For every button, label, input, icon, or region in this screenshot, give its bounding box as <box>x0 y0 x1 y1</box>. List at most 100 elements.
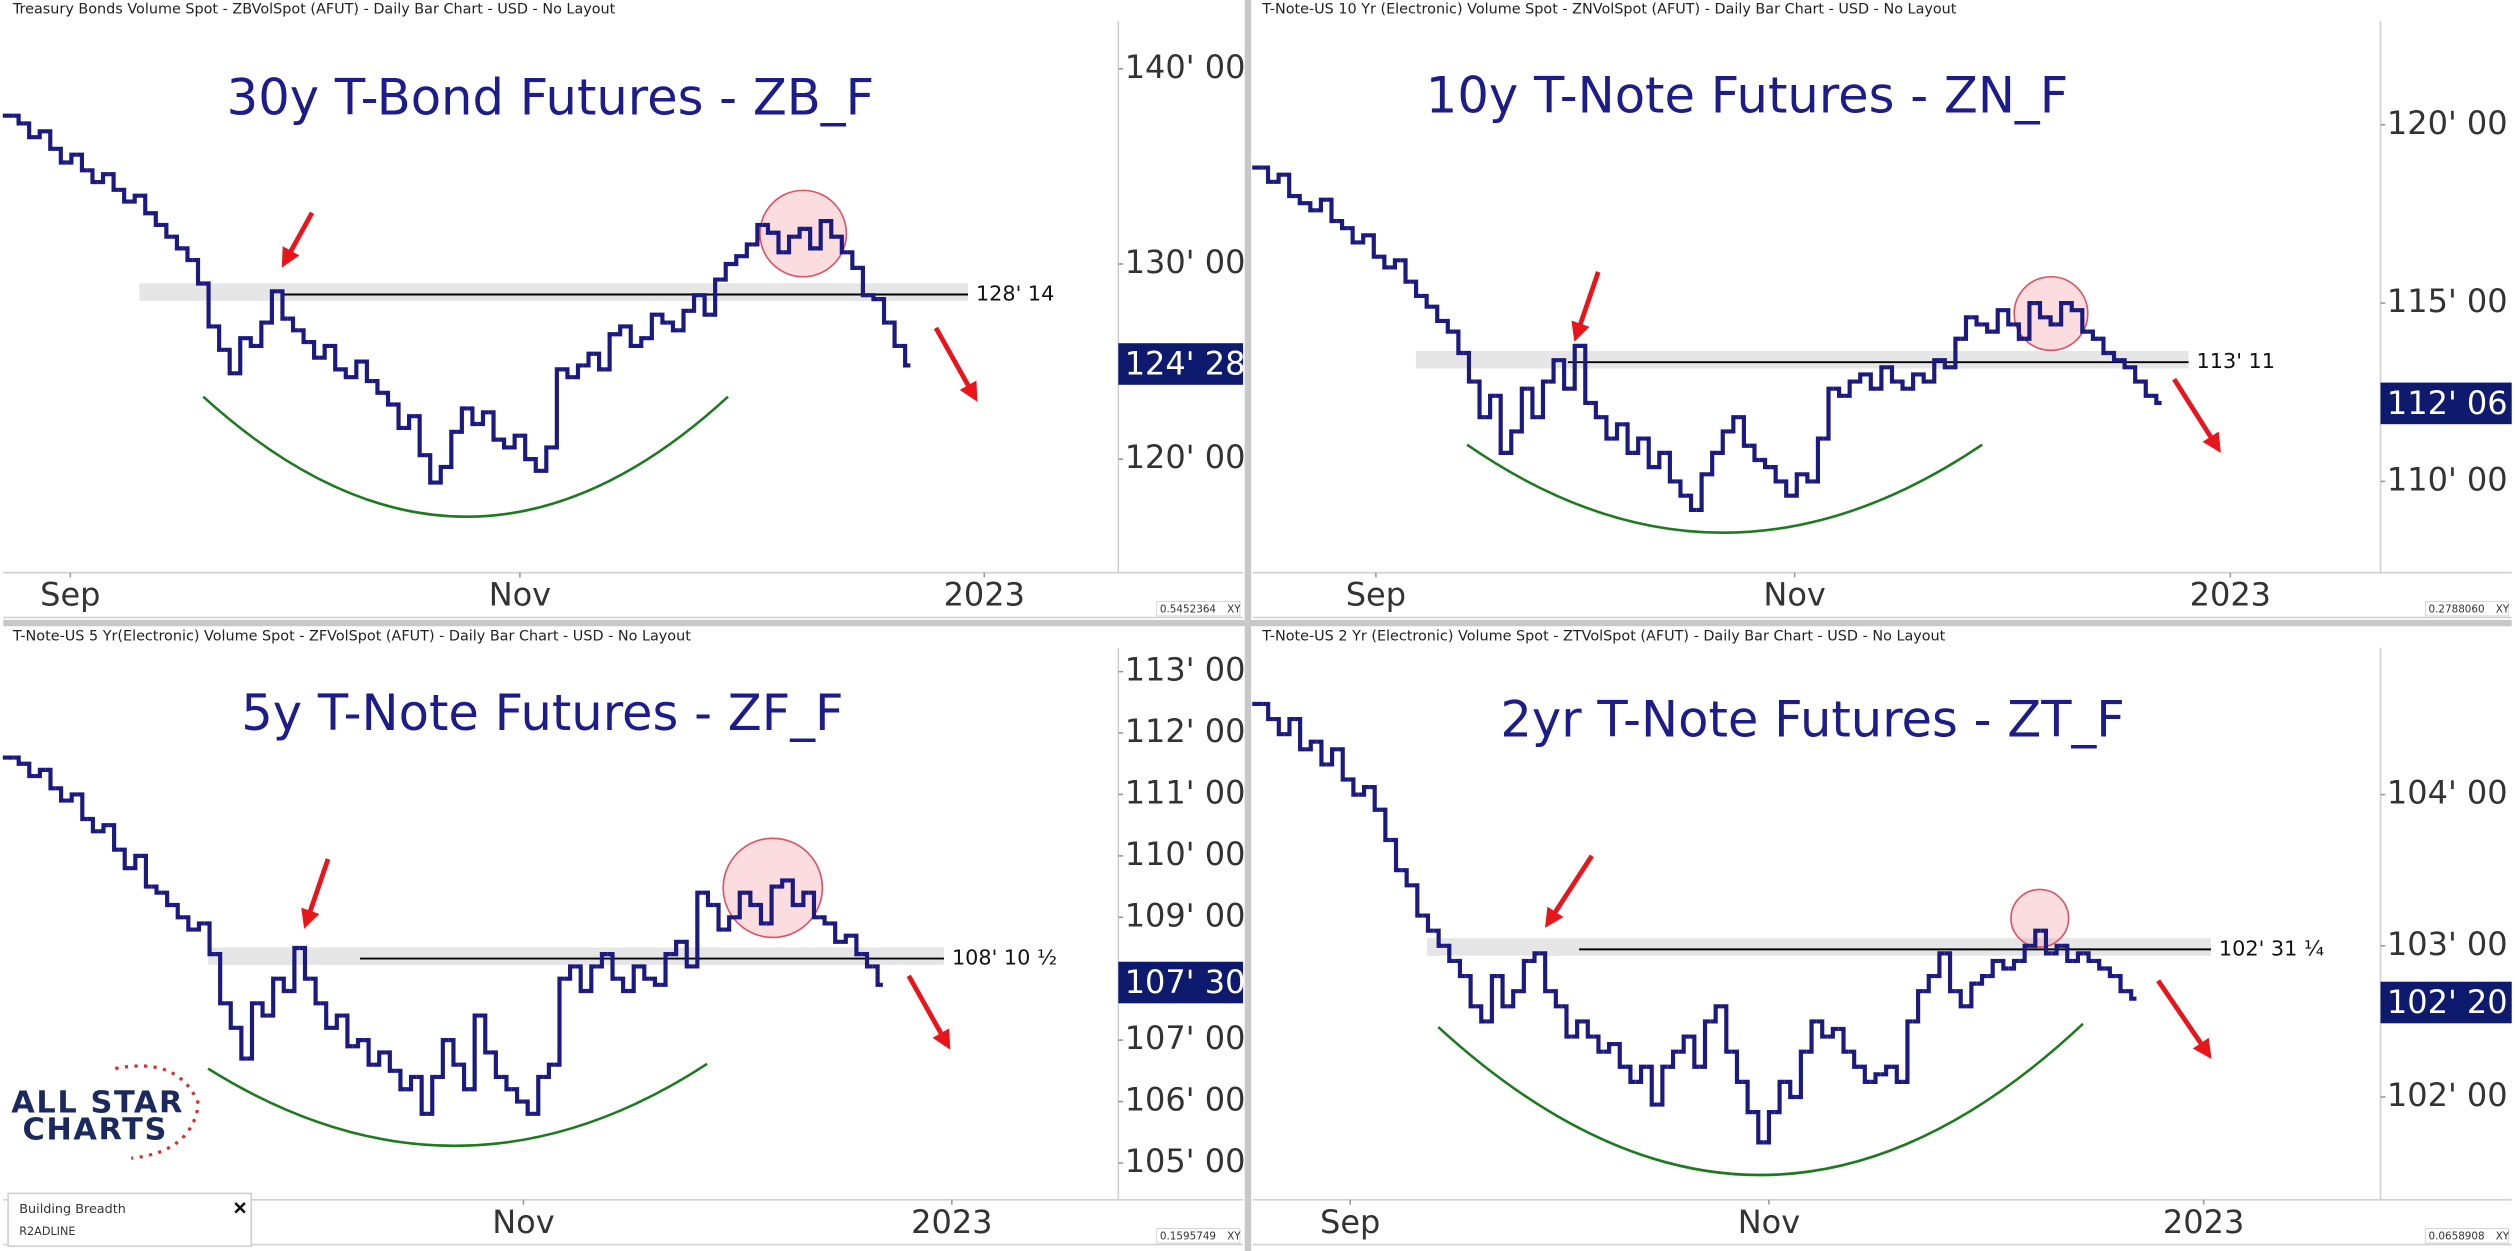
price-bar <box>1380 807 1391 843</box>
price-bar <box>1431 304 1443 323</box>
scale-label: 0.0658908 <box>2429 1231 2485 1243</box>
widget[interactable]: Building Breadth R2ADLINE <box>7 1192 253 1248</box>
price-bar <box>1865 372 1877 391</box>
price-bar <box>783 234 795 255</box>
price-bar <box>815 218 826 251</box>
price-bar <box>446 429 457 470</box>
price-bar <box>2125 989 2137 1001</box>
price-bar <box>1326 197 1337 224</box>
price-bar <box>1529 951 1540 964</box>
price-bar <box>277 289 288 321</box>
price-bar <box>1886 365 1898 384</box>
price-bar <box>649 976 661 987</box>
price-bar <box>657 312 668 325</box>
price-bar <box>1912 989 1924 1024</box>
x-tick-label: 2023 <box>2190 576 2271 614</box>
price-bar <box>798 890 809 908</box>
price-bar <box>87 168 98 185</box>
price-bar <box>1992 308 2003 334</box>
price-bar <box>1316 739 1327 767</box>
price-bar <box>435 464 447 485</box>
price-bar <box>1907 372 1919 391</box>
price-bar <box>1987 958 1998 979</box>
price-bar <box>1283 172 1295 199</box>
price-bar <box>1539 951 1551 994</box>
y-tick-label: 103' 00 <box>2387 925 2508 963</box>
price-bar <box>87 816 99 834</box>
price-bar <box>617 976 629 994</box>
price-bar <box>1699 1019 1711 1069</box>
price-bar <box>660 952 671 987</box>
price-bar <box>245 336 257 349</box>
price-bar <box>1759 457 1771 470</box>
price-bar <box>1971 315 1982 327</box>
y-tick-label: 105' 00 <box>1125 1142 1246 1180</box>
price-bar <box>1463 350 1475 384</box>
y-tick-label: 110' 00 <box>1125 835 1246 873</box>
scale-box <box>1156 1228 1241 1244</box>
last-price-label: 124' 28 <box>1125 345 1246 383</box>
price-bar <box>2013 322 2025 341</box>
y-tick-label: 109' 00 <box>1125 896 1246 934</box>
price-bar <box>1614 1042 1626 1069</box>
price-bar <box>298 328 309 345</box>
highlight-circle <box>2010 888 2070 948</box>
scale-box <box>2424 1228 2509 1244</box>
last-price-label: 102' 20 <box>2387 983 2508 1021</box>
price-bar <box>395 1068 406 1092</box>
price-bar <box>437 1038 449 1080</box>
price-bar <box>794 226 805 239</box>
close-icon[interactable] <box>234 1202 246 1214</box>
price-bar <box>278 976 290 994</box>
panel-header: T-Note-US 5 Yr(Electronic) Volume Spot -… <box>12 629 691 645</box>
down-arrow <box>2172 377 2221 453</box>
y-tick-label: 102' 00 <box>2387 1076 2508 1114</box>
price-bar <box>572 363 584 380</box>
price-bar <box>1497 973 1508 1009</box>
price-bar <box>225 1001 237 1030</box>
y-tick-label: 140' 00 <box>1125 48 1246 86</box>
down-arrow <box>2156 979 2212 1059</box>
price-bar <box>776 878 788 889</box>
y-tick-label: 120' 00 <box>2387 104 2508 142</box>
level-label: 128' 14 <box>976 281 1054 305</box>
price-bar <box>1326 747 1338 767</box>
price-bar <box>77 792 88 822</box>
price-bar <box>1390 837 1402 873</box>
price-bar <box>625 324 637 349</box>
price-bar <box>1358 784 1370 797</box>
price-bar <box>501 1074 512 1092</box>
scale-mode: XY <box>1227 1231 1241 1243</box>
logo-text: CHARTS <box>22 1113 167 1148</box>
price-bar <box>2051 943 2062 956</box>
price-bar <box>2140 379 2152 398</box>
price-bar <box>1802 472 1813 484</box>
panel-header: T-Note-US 2 Yr (Electronic) Volume Spot … <box>1261 629 1945 645</box>
price-bar <box>646 312 658 341</box>
price-bar <box>667 320 679 333</box>
price-bar <box>1823 386 1834 441</box>
price-bar <box>1763 1110 1775 1145</box>
price-bar <box>1685 493 1697 513</box>
price-bar <box>1738 415 1750 448</box>
price-bar <box>246 1001 258 1061</box>
widget-subtitle: R2ADLINE <box>19 1225 75 1238</box>
price-bar <box>829 921 841 944</box>
price-bar <box>351 359 362 380</box>
breakout-arrow <box>301 858 331 929</box>
price-bar <box>1891 1064 1903 1084</box>
price-bar <box>1421 293 1432 309</box>
price-bar <box>1966 981 1977 1009</box>
price-bar <box>670 939 682 957</box>
price-bar <box>2030 928 2041 948</box>
y-tick-label: 115' 00 <box>2387 282 2508 320</box>
price-bar <box>1369 784 1380 812</box>
y-tick-label: 110' 00 <box>2387 460 2508 498</box>
widget-box <box>7 1192 253 1248</box>
price-bar <box>287 316 299 333</box>
price-bar <box>1454 958 1466 979</box>
price-bar <box>1262 165 1274 184</box>
price-bar <box>1774 1079 1785 1115</box>
price-bar <box>467 406 478 427</box>
price-bar <box>1876 365 1887 391</box>
